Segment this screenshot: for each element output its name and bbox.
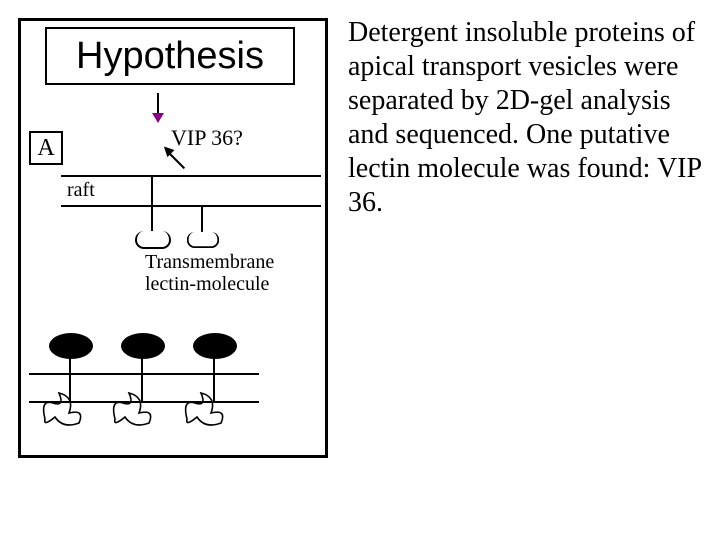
glycan-icon <box>105 389 161 431</box>
transmembrane-label: Transmembrane lectin-molecule <box>145 251 274 295</box>
vip-label: VIP 36? <box>171 125 243 151</box>
lectin-stem-icon <box>151 175 153 233</box>
glycan-icon <box>177 389 233 431</box>
lectin-head-icon <box>187 232 219 248</box>
hypothesis-title: Hypothesis <box>76 35 264 77</box>
hypothesis-title-box: Hypothesis <box>45 27 295 85</box>
raft-label: raft <box>67 179 95 202</box>
glycoprotein-head-icon <box>121 333 165 359</box>
membrane-line-bottom <box>61 205 321 207</box>
transmembrane-line1: Transmembrane <box>145 251 274 273</box>
vip-arrow-icon <box>165 149 185 169</box>
glycoprotein-head-icon <box>49 333 93 359</box>
transmembrane-line2: lectin-molecule <box>145 273 269 295</box>
panel-label-box: A <box>29 131 63 165</box>
panel-label: A <box>37 135 54 161</box>
arrow-down-icon <box>157 93 159 121</box>
glycoprotein-head-icon <box>193 333 237 359</box>
lectin-stem-icon <box>201 205 203 233</box>
lectin-head-icon <box>135 231 171 249</box>
membrane-line-top <box>61 175 321 177</box>
lower-membrane-line-top <box>29 373 259 375</box>
diagram-panel: Hypothesis A VIP 36? raft Transmembrane … <box>18 18 328 458</box>
glycan-icon <box>35 389 91 431</box>
body-text: Detergent insoluble proteins of apical t… <box>348 16 704 220</box>
